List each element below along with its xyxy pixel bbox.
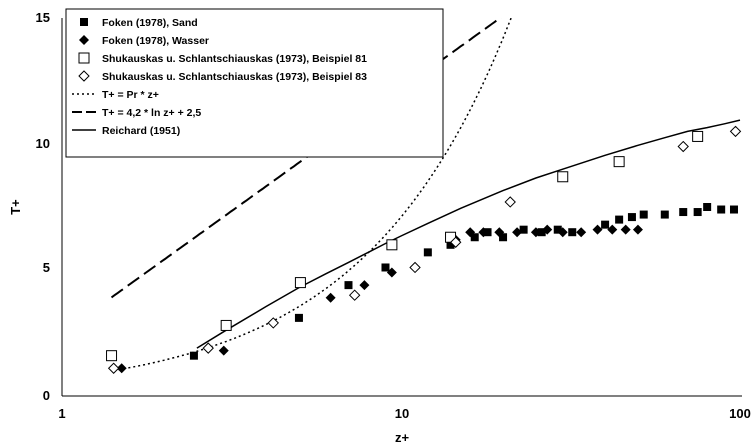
y-axis-title: T+ [8,199,23,215]
legend-marker-open-square [78,52,90,64]
data-point-filled-square-8 [499,233,508,242]
data-point-open-diamond-0 [107,362,120,374]
data-point-filled-square-16 [639,210,648,219]
data-point-filled-square-9 [519,225,528,234]
data-point-filled-square-0 [189,351,198,360]
data-point-filled-square-10 [537,228,546,237]
x-tick-label-1: 1 [58,406,65,421]
y-tick-label-15: 15 [36,10,50,25]
legend-marker-filled-square [80,18,88,26]
x-tick-label-100: 100 [729,406,751,421]
data-point-open-diamond-5 [449,236,462,248]
series-points [106,125,742,374]
data-point-filled-diamond-0 [116,363,127,374]
y-tick-label-0: 0 [43,388,50,403]
x-tick-label-10: 10 [395,406,409,421]
data-point-filled-square-22 [729,205,738,214]
data-point-filled-diamond-8 [494,227,505,238]
data-point-open-square-1 [220,319,232,331]
data-point-filled-square-4 [423,248,432,257]
data-point-filled-diamond-6 [465,227,476,238]
data-point-filled-square-21 [717,205,726,214]
data-point-filled-diamond-9 [512,227,523,238]
data-point-filled-square-13 [601,220,610,229]
data-point-open-diamond-4 [409,261,421,274]
data-point-filled-diamond-2 [325,292,336,303]
data-point-filled-diamond-17 [632,224,643,235]
legend-box [65,8,444,158]
data-point-open-square-6 [613,156,625,168]
data-point-filled-diamond-13 [576,227,587,238]
data-point-open-diamond-3 [348,289,361,301]
legend-label-5: T+ = 4,2 * ln z+ + 2,5 [102,107,201,119]
legend-label-6: Reichard (1951) [102,125,180,137]
data-point-open-square-2 [294,277,306,289]
data-point-open-square-7 [692,130,704,142]
data-point-filled-diamond-14 [592,224,603,235]
data-point-open-square-3 [386,239,398,251]
data-point-filled-diamond-7 [478,227,489,238]
y-tick-label-5: 5 [43,260,50,275]
data-point-filled-square-6 [470,233,479,242]
data-point-filled-diamond-4 [386,267,397,278]
data-point-filled-square-15 [627,213,636,222]
data-point-open-diamond-6 [504,196,516,208]
data-point-open-square-0 [106,350,118,362]
data-point-filled-diamond-12 [557,227,568,238]
data-point-filled-square-5 [446,240,455,249]
data-point-filled-square-2 [344,281,353,290]
data-point-filled-square-12 [568,228,577,237]
data-point-filled-diamond-11 [542,224,553,235]
y-tick-label-10: 10 [36,136,50,151]
data-point-filled-square-1 [294,313,303,322]
data-point-filled-square-17 [660,210,669,219]
data-point-filled-square-11 [553,225,562,234]
legend-label-3: Shukauskas u. Schlantschiauskas (1973), … [102,71,367,83]
data-point-filled-diamond-1 [218,345,229,356]
legend-marker-filled-diamond [79,35,89,45]
series-line-solid [196,119,741,349]
legend-label-1: Foken (1978), Wasser [102,35,209,47]
legend-label-0: Foken (1978), Sand [102,17,198,29]
data-point-filled-square-20 [703,203,712,211]
data-point-open-diamond-8 [729,125,742,138]
legend-label-4: T+ = Pr * z+ [102,89,159,101]
data-point-open-diamond-1 [202,342,214,354]
x-axis-title: z+ [395,430,410,445]
legend-marker-open-diamond [78,70,90,82]
data-point-filled-diamond-3 [359,280,370,291]
data-point-filled-square-19 [693,208,702,217]
data-point-filled-square-14 [615,215,624,224]
data-point-open-square-5 [557,171,569,183]
data-point-filled-square-3 [381,263,390,272]
data-point-filled-square-18 [679,208,688,217]
data-point-filled-diamond-15 [607,224,618,235]
data-point-open-diamond-2 [267,317,279,329]
legend-label-2: Shukauskas u. Schlantschiauskas (1973), … [102,53,367,65]
legend: Foken (1978), Sand Foken (1978), Wasser Sh… [65,8,444,158]
data-point-filled-diamond-10 [530,227,541,238]
data-point-filled-diamond-16 [620,224,631,235]
series-line-dotted [113,18,512,372]
data-point-open-diamond-7 [677,140,689,153]
